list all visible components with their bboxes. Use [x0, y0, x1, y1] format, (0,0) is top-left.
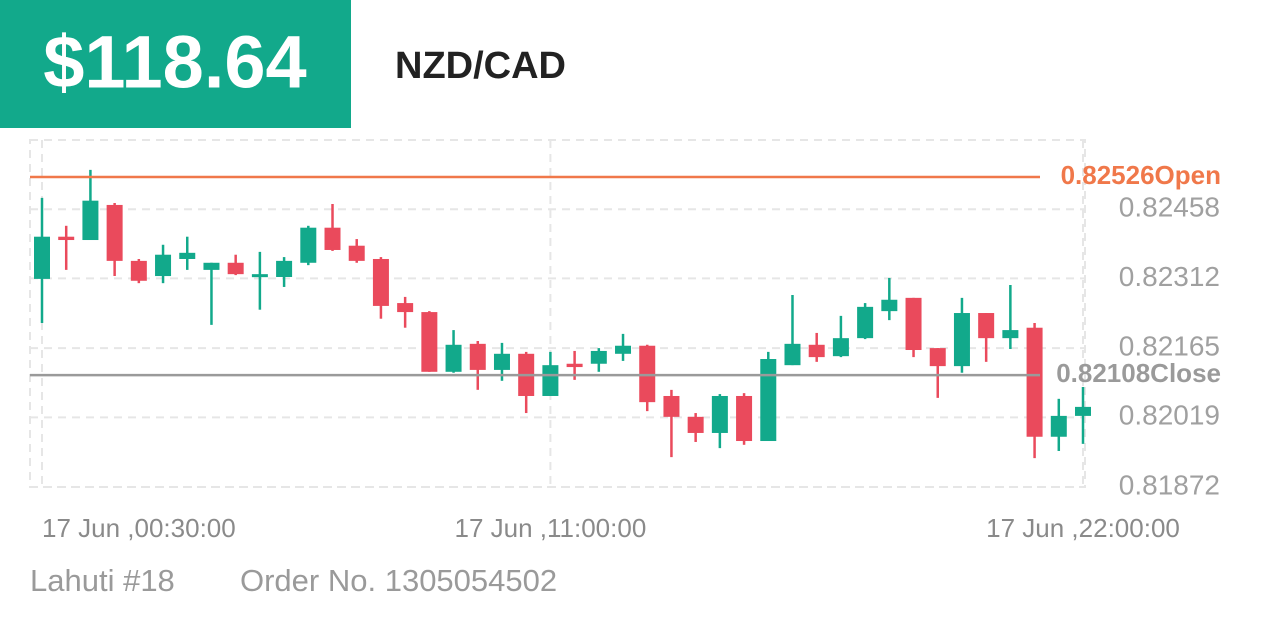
candle-body	[615, 345, 632, 354]
candle-body	[130, 260, 147, 281]
candle-body	[784, 343, 801, 366]
symbol: NZD/CAD	[395, 45, 566, 87]
y-tick-label: 0.82165	[1119, 330, 1220, 361]
reference-label: 0.82108Close	[1056, 358, 1221, 388]
candle-body	[300, 227, 317, 263]
candle-body	[808, 344, 825, 358]
candle-body	[493, 353, 510, 370]
candle-body	[1050, 415, 1067, 437]
candle-body	[760, 359, 777, 442]
candle-body	[58, 236, 75, 241]
y-tick-label: 0.82312	[1119, 261, 1220, 292]
candle-body	[1075, 406, 1091, 416]
order-number: Order No. 1305054502	[240, 563, 557, 598]
candle-body	[953, 313, 970, 367]
candle-body	[34, 236, 50, 279]
candle-body	[566, 363, 583, 368]
candle-body	[1002, 330, 1019, 339]
x-tick-label: 17 Jun ,11:00:00	[454, 513, 646, 543]
candle-body	[179, 252, 196, 259]
candle-body	[857, 306, 874, 339]
candle-body	[276, 260, 293, 277]
candle-body	[663, 395, 680, 417]
candle-body	[469, 343, 486, 370]
y-tick-label: 0.82019	[1119, 400, 1220, 431]
candle-body	[687, 416, 704, 433]
candle-body	[542, 365, 559, 396]
x-tick-label: 17 Jun ,00:30:00	[42, 513, 236, 543]
x-tick-label: 17 Jun ,22:00:00	[986, 513, 1180, 543]
candle-body	[711, 395, 728, 433]
plot: 0.82458 0.82312 0.82165 0.82019 0.81872 17 Ju…	[30, 140, 1221, 543]
candle-body	[397, 303, 414, 313]
candle-body	[227, 262, 244, 275]
account: Lahuti #18	[30, 563, 175, 598]
y-tick-label: 0.81872	[1119, 469, 1220, 500]
reference-label: 0.82526Open	[1061, 160, 1221, 190]
price-badge	[0, 0, 351, 128]
candle-body	[445, 344, 462, 372]
candle-body	[421, 312, 438, 372]
candle-body	[106, 204, 123, 261]
y-tick-label: 0.82458	[1119, 192, 1220, 223]
candle-body	[978, 313, 995, 339]
candle-body	[1026, 327, 1043, 437]
candle-body	[736, 395, 753, 442]
plot-frame	[29, 139, 1086, 488]
candle-body	[203, 262, 220, 270]
candle-body	[251, 274, 268, 278]
candle-body	[324, 227, 341, 250]
candle-body	[881, 299, 898, 312]
candle-body	[155, 254, 172, 277]
candle-body	[348, 245, 365, 261]
price: $118.64	[43, 21, 306, 104]
candle-body	[82, 200, 99, 241]
candle-body	[372, 258, 389, 306]
candle-body	[929, 348, 946, 367]
candle-body	[590, 350, 607, 364]
candle-body	[905, 297, 922, 351]
candle-body	[832, 338, 849, 357]
